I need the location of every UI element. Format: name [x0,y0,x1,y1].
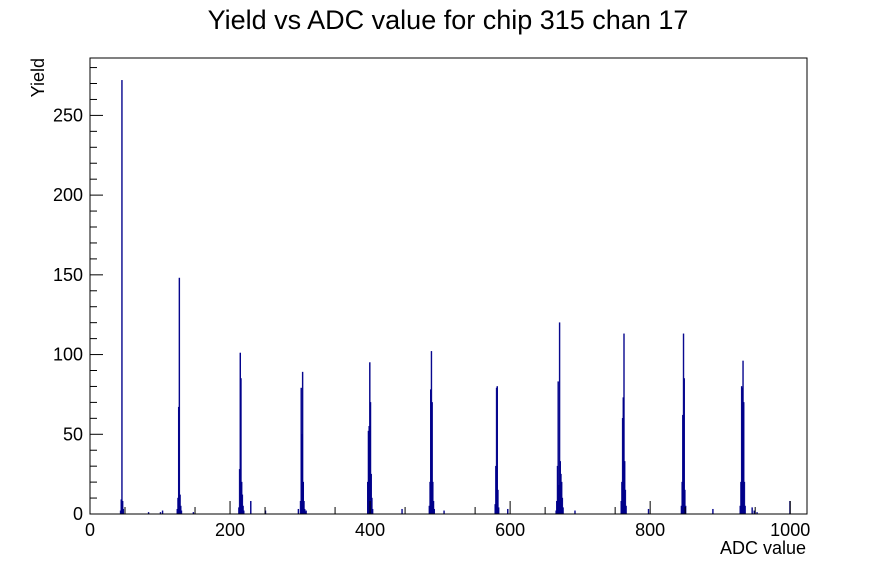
x-tick-label: 1000 [770,520,810,540]
chart-title: Yield vs ADC value for chip 315 chan 17 [208,5,689,35]
x-tick-label: 800 [635,520,665,540]
x-tick-label: 0 [85,520,95,540]
histogram-bar [401,508,403,515]
histogram-bar [562,507,564,515]
histogram-bar [371,508,374,515]
histogram-bar [647,508,650,515]
x-tick-label: 400 [355,520,385,540]
histogram-bar [751,507,753,515]
histogram-bar [122,508,125,515]
y-tick-label: 250 [53,105,83,125]
histogram-bars [119,80,791,515]
histogram-bar [433,508,435,515]
axes: 0 200 400 600 800 1000 0 50 100 150 200 250 [53,67,810,540]
histogram-bar [297,508,300,515]
histogram-bar [625,505,627,515]
y-tick-label: 0 [73,504,83,524]
histogram-bar [497,507,500,515]
histogram-bar [712,508,714,515]
x-tick-label: 600 [495,520,525,540]
histogram-bar [178,277,181,515]
y-axis-label: Yield [28,58,48,97]
y-tick-label: 150 [53,265,83,285]
y-tick-label: 200 [53,185,83,205]
histogram-bar [121,80,123,515]
histogram-bar [744,505,746,515]
x-tick-label: 200 [215,520,245,540]
x-axis-label: ADC value [720,538,806,558]
y-tick-label: 100 [53,345,83,365]
histogram-bar [250,500,252,515]
plot-frame [89,57,808,515]
histogram-bar [507,508,509,515]
y-tick-label: 50 [63,424,83,444]
